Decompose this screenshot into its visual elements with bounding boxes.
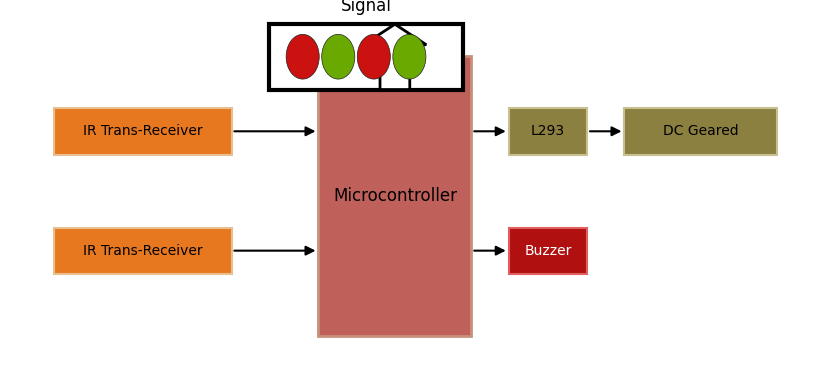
Bar: [318, 56, 471, 336]
Ellipse shape: [357, 34, 390, 79]
Bar: [509, 108, 587, 155]
Bar: [54, 228, 232, 274]
Ellipse shape: [393, 34, 426, 79]
Text: Microcontroller: Microcontroller: [333, 187, 457, 205]
Bar: [54, 108, 232, 155]
Ellipse shape: [322, 34, 355, 79]
Text: Buzzer: Buzzer: [524, 244, 571, 258]
Text: IR Trans-Receiver: IR Trans-Receiver: [83, 125, 203, 138]
Bar: [624, 108, 777, 155]
Bar: [509, 228, 587, 274]
Text: L293: L293: [531, 125, 565, 138]
Ellipse shape: [286, 34, 319, 79]
Text: IR Trans-Receiver: IR Trans-Receiver: [83, 244, 203, 258]
Text: Signal: Signal: [341, 0, 391, 15]
Text: DC Geared: DC Geared: [663, 125, 739, 138]
Bar: [269, 24, 463, 90]
Polygon shape: [364, 24, 427, 90]
